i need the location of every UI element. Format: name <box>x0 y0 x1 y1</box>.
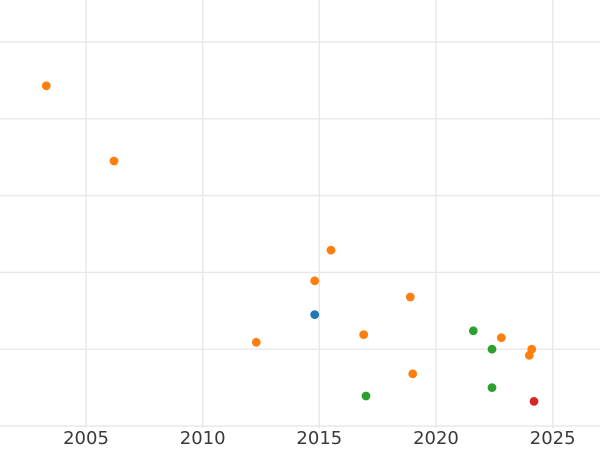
data-points-group <box>41 81 539 406</box>
x-tick-label: 2025 <box>530 428 576 449</box>
data-point-orange <box>527 344 537 354</box>
x-tick-label: 2020 <box>413 428 459 449</box>
data-point-orange <box>41 81 51 91</box>
data-point-blue <box>310 310 320 319</box>
x-tick-label: 2015 <box>296 428 342 449</box>
data-point-green <box>361 391 371 401</box>
data-point-green <box>487 344 497 354</box>
x-axis-tick-labels-group: 2005 2010 2015 2020 2025 <box>63 428 575 449</box>
gridlines-group <box>0 0 600 428</box>
data-point-green <box>487 383 497 392</box>
data-point-orange <box>310 276 320 286</box>
data-point-orange <box>109 156 119 166</box>
x-tick-label: 2005 <box>63 428 109 449</box>
data-point-red <box>529 397 539 406</box>
data-point-orange <box>326 245 336 255</box>
data-point-orange <box>251 337 261 347</box>
data-point-orange <box>408 369 418 379</box>
data-point-orange <box>496 333 506 343</box>
data-point-orange <box>359 330 369 339</box>
data-point-orange <box>405 292 415 302</box>
x-tick-label: 2010 <box>180 428 226 449</box>
data-point-green <box>468 326 478 336</box>
